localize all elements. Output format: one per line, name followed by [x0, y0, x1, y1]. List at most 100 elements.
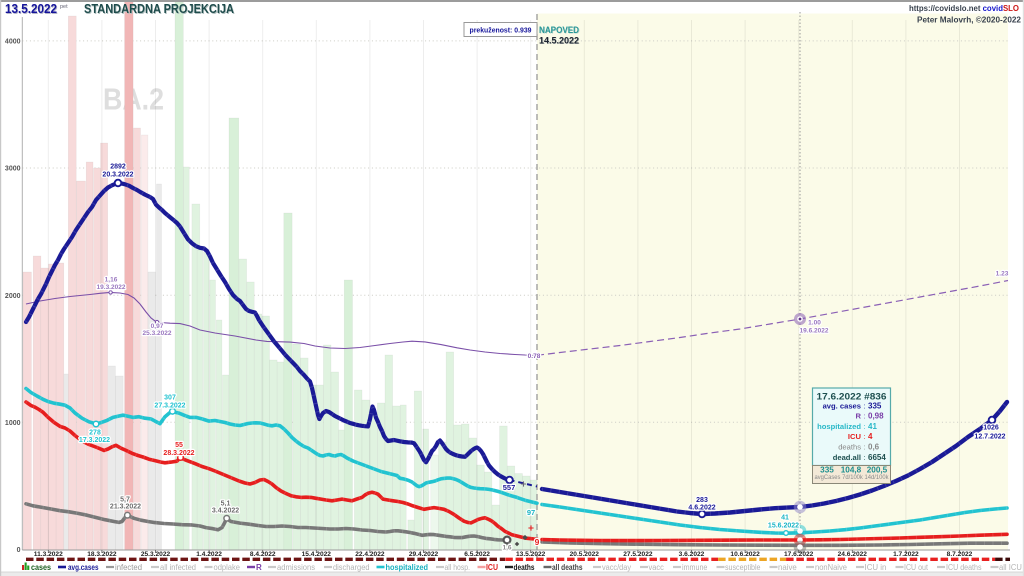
- svg-text:pet: pet: [60, 4, 68, 10]
- svg-text:STANDARDNA PROJEKCIJA: STANDARDNA PROJEKCIJA: [84, 2, 234, 16]
- svg-text:Peter Malovrh, ©2020-2022: Peter Malovrh, ©2020-2022: [917, 14, 1021, 24]
- svg-text:STANDARDNA PROJEKCIJA: STANDARDNA PROJEKCIJA: [85, 3, 235, 17]
- svg-text:200,5: 200,5: [867, 465, 888, 474]
- svg-text:hospitalized: hospitalized: [817, 422, 861, 431]
- svg-text:17.6.2022: 17.6.2022: [784, 551, 814, 558]
- svg-text:22.4.2022: 22.4.2022: [355, 551, 385, 558]
- svg-text:307: 307: [164, 395, 176, 402]
- svg-text:vacc: vacc: [649, 563, 664, 572]
- svg-text:all deaths: all deaths: [552, 563, 583, 572]
- svg-text:24.6.2022: 24.6.2022: [838, 551, 868, 558]
- svg-text:deaths: deaths: [838, 443, 861, 452]
- svg-text:6654: 6654: [868, 453, 886, 462]
- svg-text:41: 41: [868, 422, 877, 431]
- svg-text:all infected: all infected: [160, 563, 196, 572]
- svg-text:nonNaive: nonNaive: [815, 563, 848, 572]
- svg-text:NAPOVED: NAPOVED: [540, 26, 580, 37]
- svg-text::: :: [863, 453, 865, 462]
- svg-text:335: 335: [820, 465, 834, 474]
- svg-text:12.7.2022: 12.7.2022: [974, 434, 1005, 441]
- svg-text:17.6.2022 #836: 17.6.2022 #836: [817, 392, 887, 402]
- svg-text::: :: [863, 401, 865, 410]
- svg-text:25.3.2022: 25.3.2022: [141, 551, 171, 558]
- svg-text:104,8: 104,8: [841, 465, 862, 474]
- svg-text:17.3.2022: 17.3.2022: [79, 437, 110, 444]
- svg-text:27.3.2022: 27.3.2022: [154, 403, 185, 410]
- svg-text:8.4.2022: 8.4.2022: [250, 551, 276, 558]
- svg-text:1,6: 1,6: [502, 545, 511, 552]
- svg-text:335: 335: [868, 401, 882, 410]
- svg-text:27.5.2022: 27.5.2022: [623, 551, 653, 558]
- svg-text:all hosp.: all hosp.: [445, 563, 471, 572]
- svg-text::: :: [863, 422, 865, 431]
- svg-text:15.6.2022: 15.6.2022: [768, 523, 799, 530]
- svg-text:14.5.2022: 14.5.2022: [539, 36, 579, 47]
- svg-text:infected: infected: [115, 563, 142, 572]
- svg-text:ICU: ICU: [486, 563, 498, 572]
- svg-text:19.6.2022: 19.6.2022: [800, 328, 829, 335]
- svg-text::: :: [863, 412, 865, 421]
- svg-text:13.5.2022: 13.5.2022: [516, 551, 546, 558]
- svg-text:discharged: discharged: [333, 563, 370, 572]
- svg-text:11.3.2022: 11.3.2022: [34, 551, 63, 558]
- svg-text:29.4.2022: 29.4.2022: [409, 551, 439, 558]
- svg-text:1026: 1026: [983, 425, 999, 432]
- svg-text:2892: 2892: [110, 164, 126, 171]
- svg-text:avgCases 7d/100k 14d/100k: avgCases 7d/100k 14d/100k: [815, 474, 890, 481]
- svg-text:BA.2: BA.2: [103, 82, 164, 117]
- svg-text:283: 283: [696, 497, 708, 504]
- svg-text:1.4.2022: 1.4.2022: [196, 551, 222, 558]
- svg-text:97: 97: [527, 508, 535, 517]
- svg-text:cases: cases: [31, 563, 51, 572]
- svg-text:28.3.2022: 28.3.2022: [163, 450, 194, 457]
- svg-text:0,97: 0,97: [151, 323, 164, 330]
- svg-text:278: 278: [89, 430, 101, 437]
- svg-text:prekuženost: 0.939: prekuženost: 0.939: [470, 26, 532, 35]
- svg-text:5,1: 5,1: [221, 500, 231, 507]
- svg-text:1,16: 1,16: [105, 277, 118, 284]
- svg-text:0: 0: [17, 547, 21, 554]
- svg-text:14.5.2022: 14.5.2022: [540, 36, 580, 47]
- svg-text:557: 557: [503, 483, 516, 492]
- svg-text:ICU out: ICU out: [904, 563, 929, 572]
- svg-text:6.5.2022: 6.5.2022: [464, 551, 490, 558]
- svg-text:admissions: admissions: [277, 563, 315, 572]
- svg-text:3.4.2022: 3.4.2022: [212, 508, 239, 515]
- svg-text:4: 4: [868, 432, 873, 441]
- svg-text:55: 55: [175, 442, 183, 449]
- svg-text:ICU deaths: ICU deaths: [946, 563, 982, 572]
- svg-text:4000: 4000: [5, 39, 21, 46]
- svg-text:NAPOVED: NAPOVED: [539, 25, 579, 36]
- svg-text:naive: naive: [778, 563, 797, 572]
- svg-text:0,98: 0,98: [868, 412, 884, 421]
- svg-text:18.3.2022: 18.3.2022: [87, 551, 117, 558]
- svg-text:13.5.2022: 13.5.2022: [5, 2, 57, 16]
- svg-text:0,6: 0,6: [868, 443, 880, 452]
- svg-text:dead.all: dead.all: [833, 453, 861, 462]
- svg-text:25.3.2022: 25.3.2022: [143, 330, 172, 337]
- svg-text:avg. cases: avg. cases: [823, 401, 861, 410]
- svg-text:1000: 1000: [5, 420, 21, 427]
- svg-text:0.78: 0.78: [528, 353, 541, 360]
- svg-text:R: R: [856, 412, 862, 421]
- svg-text:1.00: 1.00: [808, 320, 821, 327]
- svg-text:R: R: [256, 563, 262, 572]
- svg-text:20.5.2022: 20.5.2022: [570, 551, 600, 558]
- svg-text:deaths: deaths: [514, 563, 535, 572]
- svg-text:3000: 3000: [5, 166, 21, 173]
- svg-text:20.3.2022: 20.3.2022: [102, 172, 133, 179]
- svg-text:8.7.2022: 8.7.2022: [947, 551, 973, 558]
- svg-text:4.6.2022: 4.6.2022: [688, 505, 715, 512]
- svg-text:1.7.2022: 1.7.2022: [893, 551, 919, 558]
- svg-text:21.3.2022: 21.3.2022: [110, 503, 141, 510]
- svg-text:9: 9: [535, 537, 540, 547]
- svg-text:13.5.2022: 13.5.2022: [6, 3, 58, 17]
- svg-text:all ICU: all ICU: [999, 563, 1022, 572]
- svg-text:https://covidslo.net covidSLO: https://covidslo.net covidSLO: [909, 4, 1019, 13]
- svg-text:19.3.2022: 19.3.2022: [97, 284, 126, 291]
- svg-text:hospitalized: hospitalized: [386, 563, 429, 572]
- svg-text:ICU in: ICU in: [865, 563, 887, 572]
- svg-text:susceptible: susceptible: [725, 563, 761, 572]
- svg-text:odplake: odplake: [214, 563, 241, 572]
- svg-text:vacc/day: vacc/day: [602, 563, 631, 572]
